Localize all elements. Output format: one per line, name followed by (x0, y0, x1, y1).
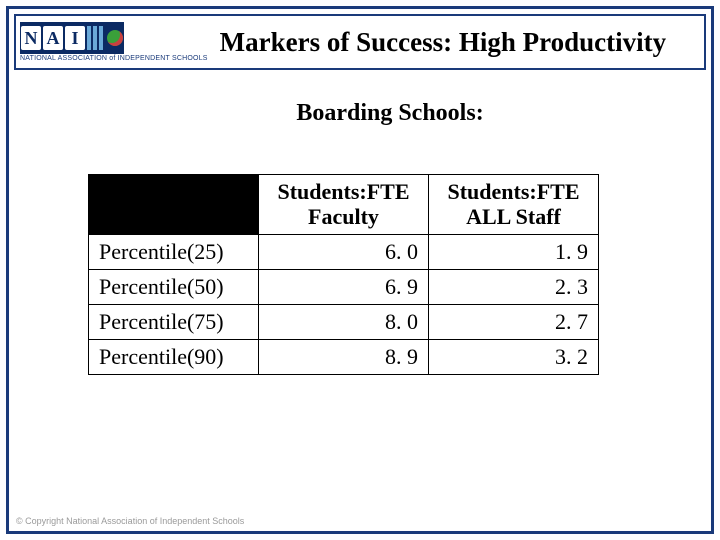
table-row: Percentile(90) 8. 9 3. 2 (89, 339, 599, 374)
table-header-empty (89, 175, 259, 235)
logo-mark: N A I (20, 22, 124, 54)
row-label: Percentile(90) (89, 339, 259, 374)
cell-faculty: 8. 0 (259, 304, 429, 339)
cell-faculty: 8. 9 (259, 339, 429, 374)
table-row: Percentile(25) 6. 0 1. 9 (89, 234, 599, 269)
cell-staff: 2. 3 (429, 269, 599, 304)
cell-faculty: 6. 9 (259, 269, 429, 304)
cell-staff: 3. 2 (429, 339, 599, 374)
cell-staff: 1. 9 (429, 234, 599, 269)
productivity-table: Students:FTEFaculty Students:FTEALL Staf… (88, 174, 599, 375)
row-label: Percentile(50) (89, 269, 259, 304)
table-header-staff: Students:FTEALL Staff (429, 175, 599, 235)
logo-letter: N (21, 26, 41, 50)
subtitle: Boarding Schools: (0, 100, 720, 127)
row-label: Percentile(25) (89, 234, 259, 269)
copyright-footer: © Copyright National Association of Inde… (16, 516, 244, 526)
cell-staff: 2. 7 (429, 304, 599, 339)
table-header-row: Students:FTEFaculty Students:FTEALL Staf… (89, 175, 599, 235)
table-header-faculty: Students:FTEFaculty (259, 175, 429, 235)
logo-stripes-icon (87, 26, 105, 50)
table-row: Percentile(75) 8. 0 2. 7 (89, 304, 599, 339)
page-title: Markers of Success: High Productivity (208, 27, 704, 58)
logo-letter: A (43, 26, 63, 50)
row-label: Percentile(75) (89, 304, 259, 339)
logo: N A I NATIONAL ASSOCIATION of INDEPENDEN… (16, 22, 208, 62)
logo-apple-icon (107, 30, 123, 46)
table-row: Percentile(50) 6. 9 2. 3 (89, 269, 599, 304)
logo-letter: I (65, 26, 85, 50)
cell-faculty: 6. 0 (259, 234, 429, 269)
logo-subtext: NATIONAL ASSOCIATION of INDEPENDENT SCHO… (20, 55, 208, 62)
title-bar: N A I NATIONAL ASSOCIATION of INDEPENDEN… (14, 14, 706, 70)
